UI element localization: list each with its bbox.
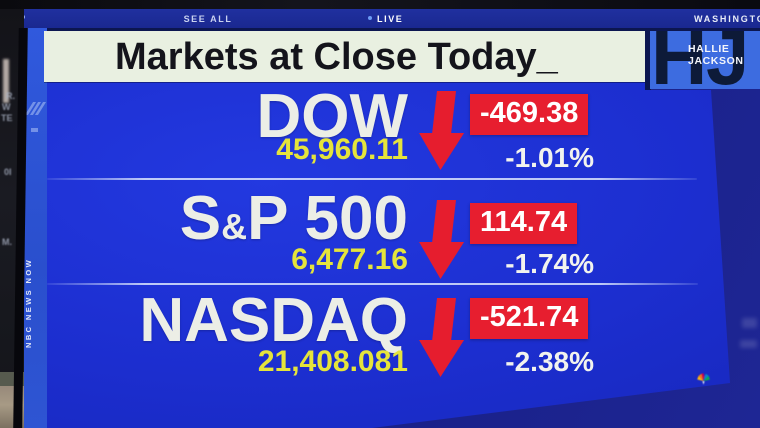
row-divider xyxy=(47,178,697,180)
market-row-nasdaq: NASDAQ 21,408.081 -521.74 -2.38% xyxy=(47,290,707,390)
nbc-rail: NBC NEWS NOW xyxy=(24,28,47,428)
screen-reflection xyxy=(740,340,757,348)
index-value: 45,960.11 xyxy=(276,133,408,166)
studio-text-fragment: W xyxy=(2,102,11,112)
down-arrow-icon xyxy=(419,91,465,170)
see-all-button[interactable]: SEE ALL xyxy=(183,14,233,24)
live-dot-icon xyxy=(368,16,372,20)
live-button[interactable]: LIVE xyxy=(368,9,403,28)
header-banner: Markets at Close Today_ xyxy=(44,31,645,82)
panel-top-gap xyxy=(24,28,760,32)
down-arrow-icon xyxy=(419,298,465,377)
player-nav-bar: SEE ALL LIVE WASHINGTON xyxy=(16,9,760,28)
correspondent-name: HALLIE JACKSON xyxy=(688,43,744,67)
studio-highlight xyxy=(3,59,9,103)
change-value: 114.74 xyxy=(480,206,568,238)
index-value: 6,477.16 xyxy=(291,243,408,276)
change-badge: 114.74 xyxy=(470,203,578,244)
ampersand: & xyxy=(221,206,248,247)
live-label: LIVE xyxy=(377,14,404,24)
studio-text-fragment: M. xyxy=(2,237,12,247)
change-badge: -469.38 xyxy=(470,94,589,135)
screen-reflection xyxy=(742,318,757,328)
studio-text-fragment: R. xyxy=(6,91,15,101)
down-arrow-icon xyxy=(419,200,465,279)
header-badge-gap xyxy=(645,28,651,90)
location-label: WASHINGTON xyxy=(694,14,760,24)
monogram-j: J xyxy=(706,31,750,89)
index-name: S&P 500 xyxy=(179,184,408,253)
studio-text-fragment: 0I xyxy=(4,167,12,177)
network-label-vertical: NBC NEWS NOW xyxy=(24,257,33,349)
studio-text-fragment: TE xyxy=(1,113,13,123)
change-value: -469.38 xyxy=(480,97,579,129)
index-name: DOW xyxy=(256,82,408,151)
change-badge: -521.74 xyxy=(470,298,589,339)
top-dark-strip xyxy=(0,0,760,9)
page-title: Markets at Close Today_ xyxy=(115,36,558,78)
nbc-peacock-logo-icon xyxy=(697,373,710,385)
index-name: NASDAQ xyxy=(139,286,408,355)
row-divider xyxy=(47,283,698,285)
percent-change: -2.38% xyxy=(505,346,594,377)
percent-change: -1.74% xyxy=(505,248,594,279)
percent-change: -1.01% xyxy=(505,142,594,173)
market-row-sp500: S&P 500 6,477.16 114.74 -1.74% xyxy=(47,188,707,288)
nbc-now-logo-mark-icon xyxy=(24,102,47,142)
correspondent-badge: H J HALLIE JACKSON xyxy=(650,31,760,89)
market-row-dow: DOW 45,960.11 -469.38 -1.01% xyxy=(47,86,707,186)
change-value: -521.74 xyxy=(480,301,579,333)
index-value: 21,408.081 xyxy=(257,345,408,378)
monogram-h: H xyxy=(651,31,708,89)
